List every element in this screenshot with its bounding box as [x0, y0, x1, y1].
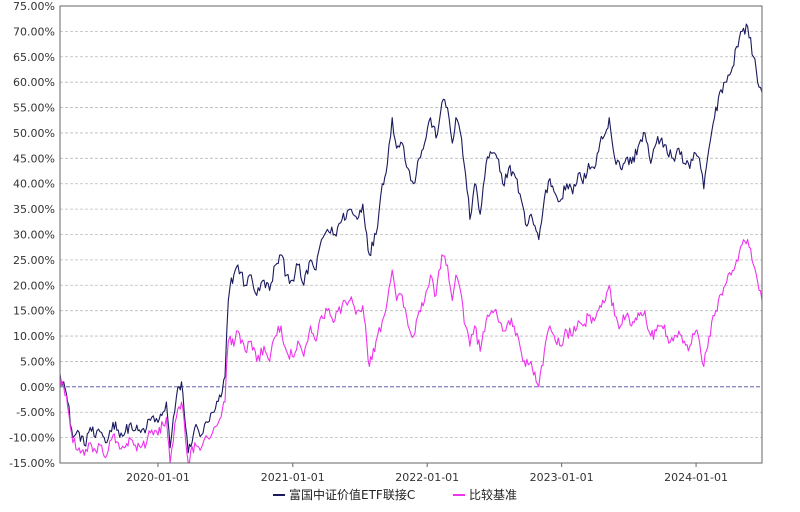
y-tick-label: 35.00% [13, 203, 55, 216]
y-tick-label: 20.00% [13, 279, 55, 292]
y-tick-label: 10.00% [13, 330, 55, 343]
x-tick-label: 2020-01-01 [126, 471, 190, 484]
legend-label-fund: 富国中证价值ETF联接C [289, 487, 415, 502]
y-tick-label: 15.00% [13, 305, 55, 318]
x-tick-label: 2022-01-01 [395, 471, 459, 484]
series-lines [59, 23, 763, 464]
y-tick-label: 50.00% [13, 127, 55, 140]
y-tick-label: 65.00% [13, 51, 55, 64]
y-tick-label: 45.00% [13, 152, 55, 165]
y-tick-label: 5.00% [20, 355, 55, 368]
y-axis: -15.00% -10.00% -5.00% 0.00% 5.00% 10.00% 15.0… [9, 0, 55, 470]
y-tick-label: 30.00% [13, 229, 55, 242]
x-axis: 2020-01-01 2021-01-01 2022-01-01 2023-01-01… [126, 463, 728, 484]
legend: 富国中证价值ETF联接C 比较基准 [273, 487, 517, 502]
y-tick-label: -10.00% [9, 432, 55, 445]
x-tick-label: 2023-01-01 [530, 471, 594, 484]
y-tick-label: -15.00% [9, 457, 55, 470]
y-tick-label: 60.00% [13, 76, 55, 89]
x-tick-label: 2024-01-01 [664, 471, 728, 484]
y-tick-label: 40.00% [13, 178, 55, 191]
legend-label-benchmark: 比较基准 [469, 487, 517, 502]
y-tick-label: -5.00% [16, 406, 55, 419]
y-tick-label: 70.00% [13, 25, 55, 38]
y-tick-label: 25.00% [13, 254, 55, 267]
y-tick-label: 55.00% [13, 102, 55, 115]
y-tick-label: 75.00% [13, 0, 55, 13]
series-line-0 [59, 23, 763, 454]
plot-frame [59, 5, 763, 464]
y-tick-label: 0.00% [20, 381, 55, 394]
series-line-1 [59, 239, 763, 464]
x-tick-label: 2021-01-01 [261, 471, 325, 484]
